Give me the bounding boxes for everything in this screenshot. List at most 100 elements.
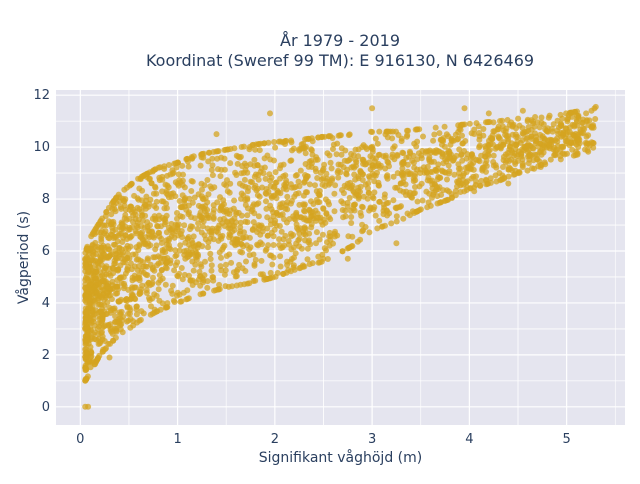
scatter-point (171, 267, 178, 274)
scatter-point (185, 163, 192, 170)
scatter-point (177, 242, 184, 249)
scatter-point (500, 164, 506, 170)
scatter-point (107, 321, 114, 328)
scatter-point (317, 169, 324, 176)
scatter-point (309, 260, 316, 267)
scatter-point (313, 240, 319, 247)
scatter-point (476, 130, 483, 136)
scatter-point (471, 126, 478, 133)
scatter-point (369, 193, 376, 200)
scatter-point (297, 264, 304, 271)
scatter-point (550, 121, 557, 128)
scatter-point (332, 182, 339, 189)
scatter-point (331, 230, 338, 237)
scatter-point (140, 269, 147, 276)
scatter-point (384, 172, 391, 179)
scatter-point (121, 202, 128, 209)
scatter-point (169, 290, 176, 297)
scatter-point (227, 160, 234, 167)
scatter-point (220, 244, 227, 251)
scatter-point (234, 160, 241, 167)
scatter-point (173, 252, 180, 259)
scatter-point (344, 158, 351, 165)
scatter-point (519, 107, 526, 114)
scatter-point (91, 322, 98, 329)
scatter-point (399, 169, 406, 176)
scatter-point (243, 258, 249, 265)
scatter-point (449, 138, 455, 144)
scatter-point (351, 207, 358, 214)
scatter-point (320, 205, 327, 212)
scatter-point (143, 263, 150, 270)
scatter-point (482, 160, 489, 167)
scatter-point (114, 283, 121, 290)
scatter-point (221, 271, 228, 278)
scatter-point (519, 156, 526, 163)
scatter-point (422, 149, 429, 156)
scatter-point (371, 158, 378, 165)
scatter-point (300, 144, 307, 151)
scatter-point (85, 245, 92, 252)
scatter-point (188, 155, 195, 162)
scatter-point (492, 172, 499, 179)
x-tick-label: 3 (368, 432, 376, 447)
scatter-point (97, 255, 104, 262)
scatter-point (349, 182, 356, 189)
scatter-point (528, 133, 535, 140)
scatter-point (585, 132, 592, 139)
scatter-point (418, 155, 425, 162)
x-axis-tick-labels: 0 1 2 3 4 5 (76, 432, 571, 447)
scatter-point (307, 241, 314, 248)
scatter-point (399, 161, 406, 168)
y-tick-label: 0 (42, 400, 50, 415)
scatter-point (178, 204, 185, 210)
scatter-point (371, 204, 378, 211)
scatter-point (110, 337, 117, 344)
scatter-point (352, 192, 359, 199)
scatter-point (478, 177, 485, 184)
scatter-point (295, 226, 302, 233)
scatter-point (414, 198, 421, 205)
scatter-point (107, 327, 114, 333)
scatter-point (146, 175, 153, 182)
scatter-point (98, 308, 104, 315)
scatter-point (403, 154, 410, 161)
scatter-point (134, 224, 141, 231)
scatter-point (221, 166, 228, 173)
scatter-point (503, 157, 510, 164)
scatter-point (541, 144, 548, 151)
scatter-point (233, 282, 240, 289)
scatter-point (342, 147, 349, 154)
scatter-point (106, 270, 113, 277)
scatter-point (393, 213, 400, 220)
scatter-point (346, 194, 353, 201)
scatter-point (233, 172, 240, 178)
scatter-point (133, 256, 140, 263)
scatter-point (390, 145, 397, 152)
scatter-point (446, 168, 453, 175)
scatter-point (464, 178, 471, 185)
scatter-point (96, 323, 103, 330)
scatter-point (200, 154, 207, 161)
scatter-point (511, 158, 518, 165)
scatter-point (99, 336, 106, 343)
scatter-point (214, 199, 221, 206)
scatter-point (109, 264, 116, 271)
scatter-point (302, 150, 309, 157)
scatter-point (473, 178, 480, 185)
scatter-point (402, 192, 409, 198)
scatter-point (371, 178, 378, 185)
scatter-point (206, 228, 213, 235)
scatter-point (95, 263, 102, 270)
scatter-point (306, 230, 313, 237)
scatter-point (499, 123, 506, 130)
scatter-point (189, 249, 196, 256)
scatter-point (155, 253, 162, 260)
scatter-point (291, 266, 298, 273)
scatter-point (238, 190, 245, 197)
scatter-point (566, 129, 573, 136)
scatter-point (225, 225, 232, 231)
scatter-point (430, 137, 437, 144)
scatter-point (369, 129, 376, 135)
